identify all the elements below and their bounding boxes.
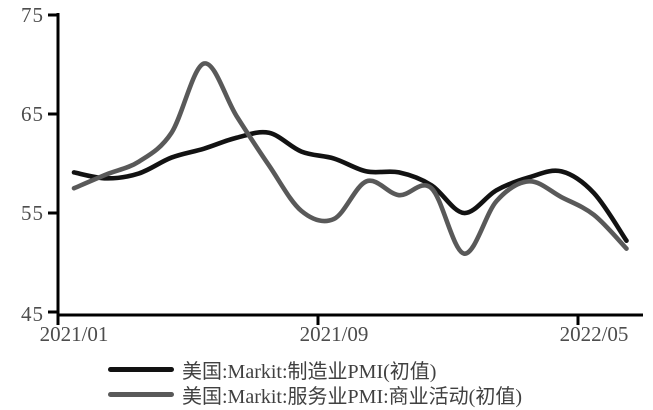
legend-label-services-pmi: 美国:Markit:服务业PMI:商业活动(初值) [182, 386, 522, 408]
x-axis-tick-label: 2022/05 [559, 322, 629, 346]
services-line-swatch [108, 392, 174, 397]
legend-item-services-pmi: 美国:Markit:服务业PMI:商业活动(初值) [108, 382, 522, 408]
legend-label-manufacturing-pmi: 美国:Markit:制造业PMI(初值) [182, 361, 437, 383]
legend-item-manufacturing-pmi: 美国:Markit:制造业PMI(初值) [108, 357, 522, 383]
x-axis-tick-label: 2021/01 [39, 322, 109, 346]
services-pmi-line [71, 61, 629, 256]
manufacturing-pmi-line [71, 129, 629, 244]
x-axis-tick-label: 2021/09 [299, 322, 369, 346]
manufacturing-line-swatch [108, 367, 174, 372]
y-axis-tick-label: 65 [21, 102, 44, 126]
chart-legend: 美国:Markit:制造业PMI(初值) 美国:Markit:服务业PMI:商业… [108, 357, 522, 408]
y-axis-tick-label: 55 [21, 201, 44, 225]
axes [56, 13, 643, 317]
y-axis-tick-label: 75 [21, 3, 44, 27]
y-axis-tick-label: 45 [21, 302, 44, 326]
